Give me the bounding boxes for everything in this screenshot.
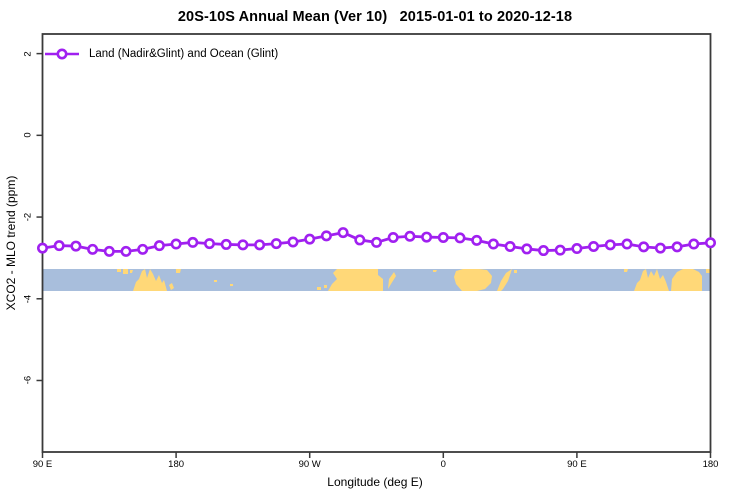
data-point-marker xyxy=(320,230,332,242)
map-strip-land xyxy=(133,269,167,291)
x-tick-label: 90 E xyxy=(567,459,587,470)
data-point-marker xyxy=(87,243,99,255)
map-strip-land xyxy=(324,285,327,288)
data-point-marker xyxy=(287,236,299,248)
data-point-marker xyxy=(454,232,466,244)
y-tick-label: -4 xyxy=(22,294,34,303)
chart-title: 20S-10S Annual Mean (Ver 10) 2015-01-01 … xyxy=(177,9,573,25)
data-point-marker xyxy=(504,240,516,252)
map-strip-land xyxy=(123,269,128,274)
map-strip-land xyxy=(454,269,492,291)
data-point-marker xyxy=(137,243,149,255)
data-point-marker xyxy=(421,231,433,243)
map-strip-land xyxy=(328,269,383,291)
legend-line-marker-icon xyxy=(45,48,79,60)
data-point-marker xyxy=(621,238,633,250)
x-tick-label: 90 W xyxy=(298,459,321,470)
map-strip-land xyxy=(130,270,133,273)
data-point-marker xyxy=(370,236,382,248)
map-strip-land xyxy=(706,269,710,273)
data-point-marker xyxy=(36,242,48,254)
legend-label: Land (Nadir&Glint) and Ocean (Glint) xyxy=(89,48,279,60)
map-strip-land xyxy=(433,270,437,272)
data-point-marker xyxy=(187,236,199,248)
data-point-marker xyxy=(304,233,316,245)
map-strip-land xyxy=(388,272,396,289)
data-point-marker xyxy=(571,243,583,255)
y-tick-label: 2 xyxy=(22,50,34,57)
x-tick-label: 180 xyxy=(702,459,719,470)
data-point-marker xyxy=(437,231,449,243)
data-point-marker xyxy=(237,239,249,251)
y-axis-label: XCO2 - MLO trend (ppm) xyxy=(4,175,18,311)
data-point-marker xyxy=(70,240,82,252)
data-point-marker xyxy=(254,239,266,251)
data-point-marker xyxy=(604,239,616,251)
data-point-marker xyxy=(270,238,282,250)
map-strip-land xyxy=(514,270,517,273)
data-point-marker xyxy=(654,242,666,254)
data-point-marker xyxy=(638,241,650,253)
y-tick-label: 0 xyxy=(22,132,34,138)
map-strip-land xyxy=(634,269,669,291)
data-point-marker xyxy=(170,238,182,250)
data-point-marker xyxy=(588,240,600,252)
map-strip-land xyxy=(624,269,628,272)
data-point-marker xyxy=(337,227,349,239)
data-point-marker xyxy=(471,234,483,246)
data-point-marker xyxy=(487,238,499,250)
map-strip-land xyxy=(169,283,174,290)
data-point-marker xyxy=(204,238,216,250)
x-axis-label: Longitude (deg E) xyxy=(327,475,423,489)
y-tick-label: -6 xyxy=(22,376,34,385)
map-strip-land xyxy=(317,287,321,290)
map-strip-land xyxy=(671,269,702,291)
map-strip-land xyxy=(497,269,512,291)
data-point-marker xyxy=(521,243,533,255)
data-point-marker xyxy=(153,240,165,252)
map-strip-land xyxy=(117,269,121,272)
x-tick-label: 0 xyxy=(440,459,446,470)
map-strip-land xyxy=(230,284,233,286)
data-point-marker xyxy=(404,230,416,242)
data-point-marker xyxy=(220,238,232,250)
map-strip-land xyxy=(214,280,217,282)
x-tick-label: 180 xyxy=(168,459,185,470)
data-point-marker xyxy=(554,244,566,256)
map-strip-land xyxy=(176,269,181,273)
data-point-marker xyxy=(53,240,65,252)
data-point-marker xyxy=(103,245,115,257)
x-tick-label: 90 E xyxy=(32,459,53,470)
data-point-marker xyxy=(671,241,683,253)
data-point-marker xyxy=(120,245,132,257)
data-point-marker xyxy=(354,234,366,246)
y-tick-label: -2 xyxy=(22,212,34,222)
data-point-marker xyxy=(537,245,549,257)
data-point-marker xyxy=(688,238,700,250)
data-point-marker xyxy=(704,237,716,249)
legend: Land (Nadir&Glint) and Ocean (Glint) xyxy=(44,47,278,61)
data-point-marker xyxy=(387,231,399,243)
